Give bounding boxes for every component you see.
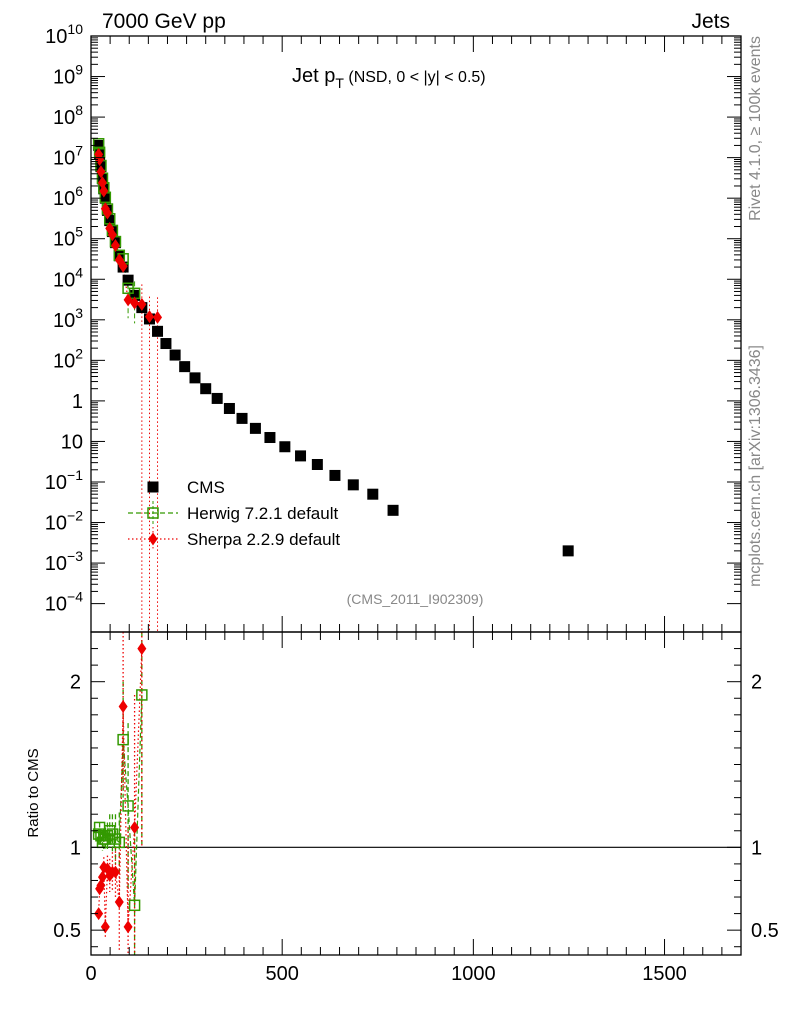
ratio-y-tick-label-right: 2 [751, 672, 762, 694]
x-tick-label: 500 [265, 963, 298, 985]
cms-point [211, 392, 223, 404]
x-tick-label: 1500 [642, 963, 687, 985]
ratio-sherpa-point [123, 920, 133, 934]
sherpa-point [99, 184, 109, 198]
analysis-id: (CMS_2011_I902309) [347, 591, 484, 607]
ratio-sherpa-point [130, 820, 140, 834]
ratio-herwig-point [122, 800, 134, 812]
y-tick-label: 109 [53, 62, 83, 89]
cms-point [189, 372, 201, 384]
ratio-sherpa-point [114, 895, 124, 909]
sherpa-point [137, 297, 147, 311]
main-panel: 1010 109 108 107 106 105 104 103 102 1 10 10−1 10−2 1… [45, 21, 742, 633]
cms-point [249, 422, 261, 434]
ratio-sherpa-point [97, 870, 107, 884]
cms-point [93, 139, 105, 151]
y-tick-label: 10−3 [45, 548, 83, 575]
cms-point [367, 488, 379, 500]
header-right: Jets [691, 10, 730, 33]
y-tick-label: 10−4 [45, 589, 83, 616]
sherpa-point [130, 296, 140, 310]
sherpa-point [107, 228, 117, 242]
ratio-plot-frame [90, 631, 742, 956]
ratio-herwig-point [136, 689, 148, 701]
ratio-herwig-point [128, 899, 141, 912]
ratio-ylabel: Ratio to CMS [25, 748, 42, 837]
sherpa-point [145, 310, 154, 324]
ratio-y-tick-label-right: 1 [751, 837, 762, 859]
y-tick-label: 10−1 [45, 467, 83, 494]
header-left: 7000 GeV pp [102, 10, 226, 33]
y-tick-label: 10 [61, 431, 83, 453]
cms-point [99, 192, 111, 204]
legend-marker-herwig [147, 507, 159, 519]
cms-point [152, 325, 164, 337]
mcplots-label: mcplots.cern.ch [arXiv:1306.3436] [747, 345, 764, 587]
cms-point [329, 469, 341, 481]
y-tick-label: 102 [53, 345, 83, 372]
ratio-sherpa-point [110, 865, 120, 879]
cms-point [562, 545, 574, 557]
legend-label: Sherpa 2.2.9 default [187, 530, 340, 549]
sherpa-point [118, 259, 128, 273]
sherpa-point [96, 165, 106, 179]
chart-title-sub: T [335, 75, 344, 91]
sherpa-point [110, 239, 120, 253]
ratio-y-tick-label-right: 0.5 [751, 920, 779, 942]
cms-point [387, 504, 399, 516]
y-tick-label: 10−2 [45, 508, 83, 535]
rivet-label: Rivet 4.1.0, ≥ 100k events [747, 36, 764, 221]
cms-point [279, 441, 291, 453]
y-tick-label: 105 [53, 224, 83, 251]
cms-point [264, 432, 276, 444]
ratio-sherpa-point [137, 642, 147, 656]
ratio-y-tick-label-left: 0.5 [53, 920, 81, 942]
ratio-panel: 0.5 0.5 1 1 2 2 0 500 1000 1500 Ratio to CMS [25, 631, 779, 985]
cms-point [104, 215, 116, 227]
cms-point [200, 383, 212, 395]
y-tick-label: 104 [53, 264, 83, 291]
cms-point [122, 274, 134, 286]
cms-point [129, 289, 141, 301]
cms-point [295, 450, 307, 462]
x-tick-label: 1000 [451, 963, 496, 985]
ratio-sherpa-point [118, 700, 128, 714]
chart-title-rest: (NSD, 0 < |y| < 0.5) [344, 69, 486, 86]
cms-point [311, 458, 323, 470]
ratio-herwig-point [113, 836, 126, 849]
legend-label: Herwig 7.2.1 default [187, 504, 338, 523]
sherpa-point [95, 152, 105, 166]
legend-marker-sherpa [148, 532, 158, 546]
cms-point [236, 412, 248, 424]
ratio-y-tick-label-left: 2 [70, 672, 81, 694]
y-tick-label: 108 [53, 102, 83, 129]
cms-point [223, 402, 235, 414]
ratio-herwig-point [109, 833, 122, 845]
legend-label: CMS [187, 478, 225, 497]
chart-title: Jet pT (NSD, 0 < |y| < 0.5) [292, 65, 486, 91]
legend-marker-cms [147, 481, 159, 493]
chart-title-main: Jet p [292, 65, 335, 87]
y-tick-label: 107 [53, 143, 83, 170]
x-tick-label: 0 [85, 963, 96, 985]
cms-point [160, 338, 172, 350]
cms-point [179, 361, 191, 373]
cms-point [169, 349, 181, 361]
ratio-herwig-point [117, 733, 129, 746]
cms-point [347, 479, 359, 491]
ratio-y-tick-label-left: 1 [70, 837, 81, 859]
y-tick-label: 1010 [45, 21, 83, 48]
sherpa-point [102, 206, 112, 220]
y-tick-label: 1 [72, 391, 83, 413]
ratio-sherpa-point [94, 907, 104, 921]
sherpa-point [153, 310, 163, 324]
y-tick-label: 106 [53, 183, 83, 210]
y-tick-label: 103 [53, 305, 83, 332]
legend: CMS Herwig 7.2.1 default Sherpa 2.2.9 defa… [128, 478, 340, 551]
ratio-sherpa-point [100, 920, 110, 934]
